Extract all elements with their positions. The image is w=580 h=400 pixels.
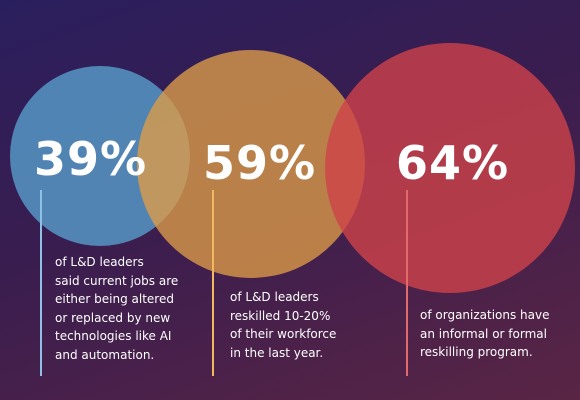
description-line: technologies like AI	[55, 329, 172, 343]
stat-value-2: 59%	[203, 136, 317, 190]
description-line: an informal or formal	[420, 326, 547, 341]
description-line: reskilled 10-20%	[230, 308, 331, 323]
description-line: either being altered	[55, 292, 174, 306]
stat-value-1: 39%	[34, 132, 148, 186]
stat-value-3: 64%	[396, 136, 510, 190]
description-line: and automation.	[55, 347, 155, 362]
connector-line-3	[406, 190, 408, 376]
description-line: of L&D leaders	[55, 255, 144, 269]
description-line: of their workforce	[230, 327, 337, 341]
stat-description-3: of organizations have an informal or for…	[420, 306, 550, 362]
stat-description-2: of L&D leaders reskilled 10-20% of their…	[230, 288, 336, 362]
description-line: in the last year.	[230, 345, 324, 360]
description-line: said current jobs are	[55, 273, 179, 288]
description-line: reskilling program.	[420, 345, 533, 359]
description-line: of organizations have	[420, 308, 550, 322]
stat-description-1: of L&D leaders said current jobs are eit…	[55, 253, 178, 364]
connector-line-2	[212, 190, 214, 376]
connector-line-1	[40, 190, 42, 376]
stat-circle-red	[325, 43, 575, 293]
description-line: or replaced by new	[55, 310, 171, 325]
description-line: of L&D leaders	[230, 290, 319, 304]
